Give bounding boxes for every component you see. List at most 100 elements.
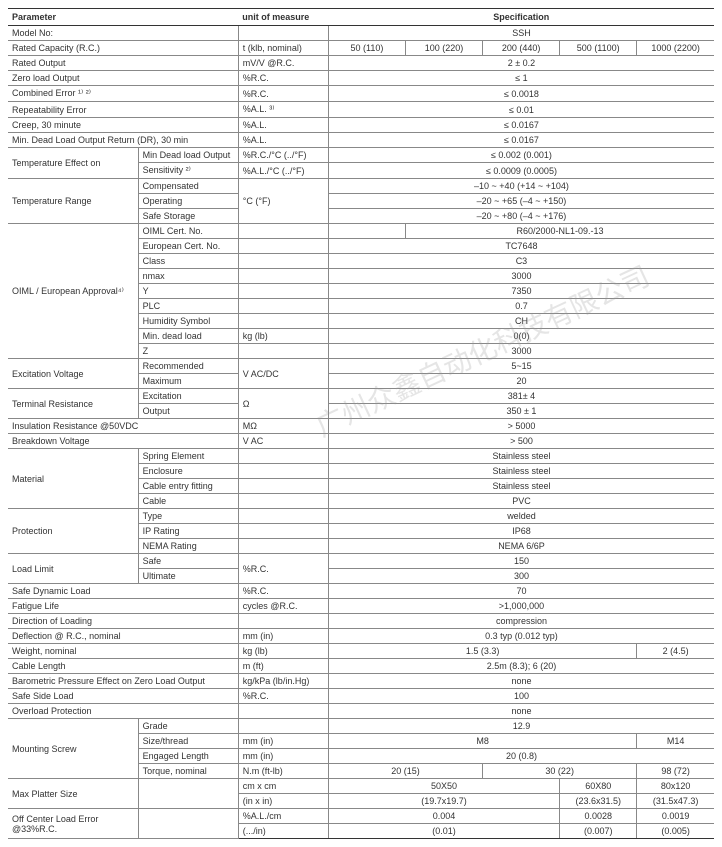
param-cell: Zero load Output bbox=[8, 71, 238, 86]
param-cell: Creep, 30 minute bbox=[8, 118, 238, 133]
value-cell: 0(0) bbox=[328, 329, 714, 344]
subparam-cell: NEMA Rating bbox=[138, 539, 238, 554]
table-row: Safe Dynamic Load%R.C.70 bbox=[8, 584, 714, 599]
param-cell: Direction of Loading bbox=[8, 614, 238, 629]
subparam-cell: Type bbox=[138, 509, 238, 524]
subparam-cell: Torque, nominal bbox=[138, 764, 238, 779]
table-row: Terminal ResistanceExcitationΩ381± 4 bbox=[8, 389, 714, 404]
unit-cell: %R.C./°C (../°F) bbox=[238, 148, 328, 163]
value-cell: Stainless steel bbox=[328, 464, 714, 479]
subparam-cell: Compensated bbox=[138, 179, 238, 194]
param-cell: Protection bbox=[8, 509, 138, 554]
subparam-cell: Safe Storage bbox=[138, 209, 238, 224]
value-cell: 300 bbox=[328, 569, 714, 584]
spec-table: Parameter unit of measure Specification … bbox=[8, 8, 714, 839]
table-row: Temperature RangeCompensated°C (°F)–10 ~… bbox=[8, 179, 714, 194]
value-cell: 20 (15) bbox=[328, 764, 482, 779]
unit-cell bbox=[238, 224, 328, 239]
param-cell: Mounting Screw bbox=[8, 719, 138, 779]
unit-cell: m (ft) bbox=[238, 659, 328, 674]
value-cell: 50 (110) bbox=[328, 41, 405, 56]
unit-cell: kg (lb) bbox=[238, 644, 328, 659]
unit-cell: %R.C. bbox=[238, 71, 328, 86]
unit-cell bbox=[238, 254, 328, 269]
value-cell: ≤ 0.0167 bbox=[328, 133, 714, 148]
param-cell: Barometric Pressure Effect on Zero Load … bbox=[8, 674, 238, 689]
value-cell: M8 bbox=[328, 734, 636, 749]
value-cell: compression bbox=[328, 614, 714, 629]
param-cell: Off Center Load Error @33%R.C. bbox=[8, 809, 138, 839]
table-row: Creep, 30 minute%A.L.≤ 0.0167 bbox=[8, 118, 714, 133]
unit-cell bbox=[238, 719, 328, 734]
subparam-cell bbox=[138, 779, 238, 809]
unit-cell: Ω bbox=[238, 389, 328, 419]
value-cell: welded bbox=[328, 509, 714, 524]
table-row: Rated OutputmV/V @R.C.2 ± 0.2 bbox=[8, 56, 714, 71]
value-cell: 50X50 bbox=[328, 779, 559, 794]
value-cell: (31.5x47.3) bbox=[637, 794, 714, 809]
subparam-cell: OIML Cert. No. bbox=[138, 224, 238, 239]
value-cell: none bbox=[328, 674, 714, 689]
table-row: Barometric Pressure Effect on Zero Load … bbox=[8, 674, 714, 689]
value-cell: 7350 bbox=[328, 284, 714, 299]
subparam-cell: Maximum bbox=[138, 374, 238, 389]
value-cell: 3000 bbox=[328, 269, 714, 284]
unit-cell bbox=[238, 464, 328, 479]
value-cell: IP68 bbox=[328, 524, 714, 539]
subparam-cell: Grade bbox=[138, 719, 238, 734]
param-cell: Rated Output bbox=[8, 56, 238, 71]
unit-cell: cycles @R.C. bbox=[238, 599, 328, 614]
value-cell: 500 (1100) bbox=[560, 41, 637, 56]
subparam-cell: Min Dead load Output bbox=[138, 148, 238, 163]
value-cell: 70 bbox=[328, 584, 714, 599]
value-cell: (0.005) bbox=[637, 824, 714, 839]
table-row: Model No:SSH bbox=[8, 26, 714, 41]
value-cell: Stainless steel bbox=[328, 449, 714, 464]
subparam-cell: Size/thread bbox=[138, 734, 238, 749]
param-cell: Temperature Range bbox=[8, 179, 138, 224]
unit-cell bbox=[238, 539, 328, 554]
table-row: Zero load Output%R.C.≤ 1 bbox=[8, 71, 714, 86]
subparam-cell: Sensitivity ²⁾ bbox=[138, 163, 238, 179]
subparam-cell: Safe bbox=[138, 554, 238, 569]
param-cell: Min. Dead Load Output Return (DR), 30 mi… bbox=[8, 133, 238, 148]
value-cell: TC7648 bbox=[328, 239, 714, 254]
unit-cell: mm (in) bbox=[238, 749, 328, 764]
subparam-cell: nmax bbox=[138, 269, 238, 284]
subparam-cell: Enclosure bbox=[138, 464, 238, 479]
unit-cell: mm (in) bbox=[238, 629, 328, 644]
subparam-cell: Operating bbox=[138, 194, 238, 209]
subparam-cell: Recommended bbox=[138, 359, 238, 374]
unit-cell: V AC/DC bbox=[238, 359, 328, 389]
value-cell: ≤ 0.0009 (0.0005) bbox=[328, 163, 714, 179]
value-cell: 12.9 bbox=[328, 719, 714, 734]
unit-cell: MΩ bbox=[238, 419, 328, 434]
value-cell: 350 ± 1 bbox=[328, 404, 714, 419]
value-cell: Stainless steel bbox=[328, 479, 714, 494]
value-cell: 2.5m (8.3); 6 (20) bbox=[328, 659, 714, 674]
unit-cell bbox=[238, 479, 328, 494]
unit-cell: kg (lb) bbox=[238, 329, 328, 344]
value-cell: 0.004 bbox=[328, 809, 559, 824]
subparam-cell: Z bbox=[138, 344, 238, 359]
param-cell: Excitation Voltage bbox=[8, 359, 138, 389]
unit-cell bbox=[238, 284, 328, 299]
value-cell: –20 ~ +80 (–4 ~ +176) bbox=[328, 209, 714, 224]
table-row: Excitation VoltageRecommendedV AC/DC5~15 bbox=[8, 359, 714, 374]
table-row: Fatigue Lifecycles @R.C.>1,000,000 bbox=[8, 599, 714, 614]
subparam-cell: European Cert. No. bbox=[138, 239, 238, 254]
value-cell: 100 (220) bbox=[406, 41, 483, 56]
value-cell: NEMA 6/6P bbox=[328, 539, 714, 554]
value-cell: 1000 (2200) bbox=[637, 41, 714, 56]
unit-cell: °C (°F) bbox=[238, 179, 328, 224]
unit-cell: %A.L. bbox=[238, 133, 328, 148]
unit-cell: %R.C. bbox=[238, 689, 328, 704]
value-cell: 3000 bbox=[328, 344, 714, 359]
param-cell: Temperature Effect on bbox=[8, 148, 138, 179]
table-row: Rated Capacity (R.C.)t (klb, nominal)50 … bbox=[8, 41, 714, 56]
param-cell: Fatigue Life bbox=[8, 599, 238, 614]
table-row: Combined Error ¹⁾ ²⁾%R.C.≤ 0.0018 bbox=[8, 86, 714, 102]
table-row: Insulation Resistance @50VDCMΩ> 5000 bbox=[8, 419, 714, 434]
subparam-cell: Cable bbox=[138, 494, 238, 509]
param-cell: Insulation Resistance @50VDC bbox=[8, 419, 238, 434]
